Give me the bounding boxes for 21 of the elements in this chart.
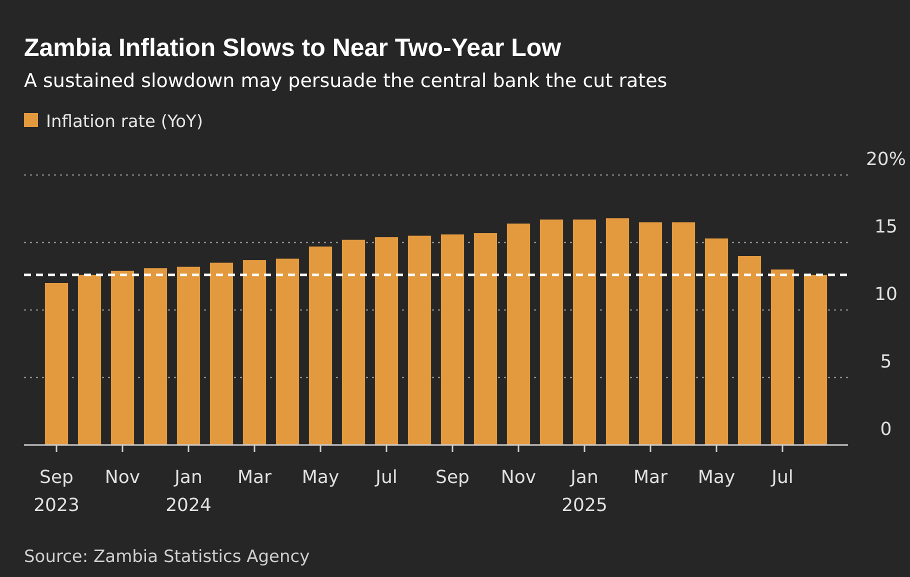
chart-subtitle: A sustained slowdown may persuade the central bank the cut rates: [24, 70, 668, 92]
legend-label: Inflation rate (YoY): [46, 112, 203, 132]
x-tick-label: Jan 2024: [166, 467, 212, 516]
y-tick-label: 15: [874, 216, 898, 238]
y-tick-label: 0: [880, 419, 892, 440]
y-tick-label: 20%: [866, 149, 906, 170]
x-tick-label: Jan 2025: [562, 467, 608, 516]
x-tick-label: Mar: [634, 467, 668, 488]
x-tick-label: Mar: [238, 467, 272, 488]
x-tick-label: May: [698, 467, 736, 488]
chart-title: Zambia Inflation Slows to Near Two-Year Low: [24, 34, 562, 62]
x-tick-label: Jul: [770, 467, 794, 488]
x-tick-label: Nov: [104, 467, 140, 488]
y-tick-label: 5: [880, 352, 892, 372]
y-tick-label: 10: [874, 284, 898, 305]
x-tick-label: Nov: [500, 467, 536, 488]
x-tick-label: Jul: [374, 467, 398, 488]
x-tick-label: May: [302, 467, 340, 488]
source-note: Source: Zambia Statistics Agency: [24, 547, 310, 567]
x-tick-label: Sep: [436, 467, 470, 488]
x-tick-label: Sep 2023: [34, 467, 80, 516]
